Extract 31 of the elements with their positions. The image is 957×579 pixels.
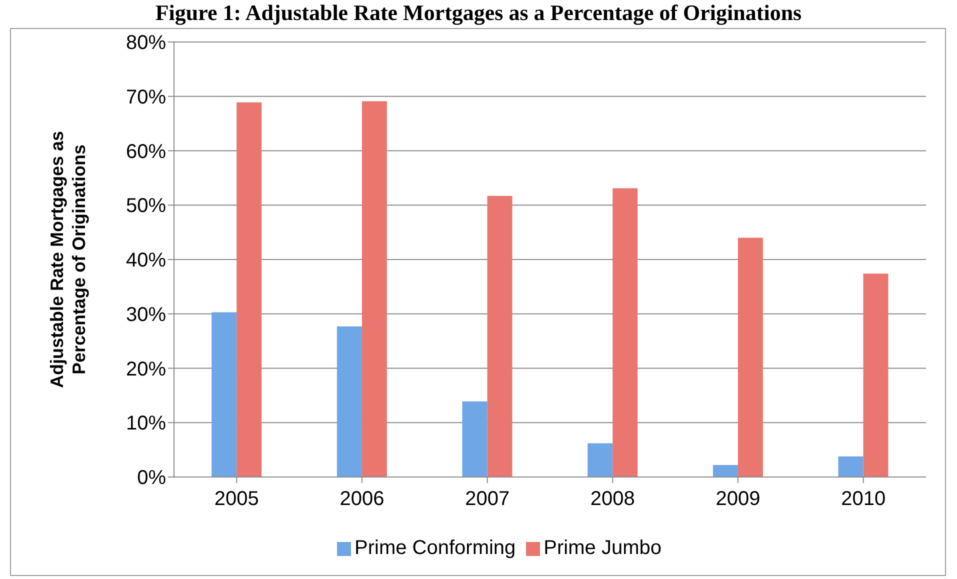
bar [712, 465, 738, 477]
chart-title: Figure 1: Adjustable Rate Mortgages as a Percentage of Originations [154, 0, 803, 26]
bar [487, 196, 512, 477]
legend-label: Prime Jumbo [544, 537, 662, 559]
y-tick-label: 70% [126, 86, 166, 108]
y-tick-label: 20% [126, 358, 166, 380]
y-tick-label: 30% [126, 304, 166, 326]
legend-label: Prime Conforming [354, 537, 516, 559]
y-tick-label: 10% [126, 412, 166, 435]
bar [336, 326, 362, 477]
x-tick-label: 2010 [841, 488, 886, 510]
x-tick-label: 2005 [214, 488, 259, 510]
x-tick-label: 2007 [465, 488, 510, 510]
bar [863, 274, 888, 477]
y-tick-label: 60% [126, 140, 166, 163]
x-tick-label: 2008 [590, 488, 635, 510]
x-tick-label: 2009 [716, 488, 760, 510]
bar [462, 401, 488, 477]
x-tick-label: 2006 [340, 488, 384, 510]
y-axis-title: Adjustable Rate Mortgages as Percentage of Originations [47, 130, 89, 388]
bar [588, 443, 613, 477]
bar [212, 312, 237, 477]
y-tick-label: 40% [126, 250, 166, 272]
bar [612, 188, 638, 477]
y-tick-label: 50% [126, 195, 166, 218]
bar [838, 456, 864, 477]
bar [236, 102, 262, 477]
bar [362, 101, 387, 477]
bar [738, 238, 763, 477]
y-tick-label: 0% [137, 467, 166, 490]
y-tick-label: 80% [126, 32, 166, 54]
